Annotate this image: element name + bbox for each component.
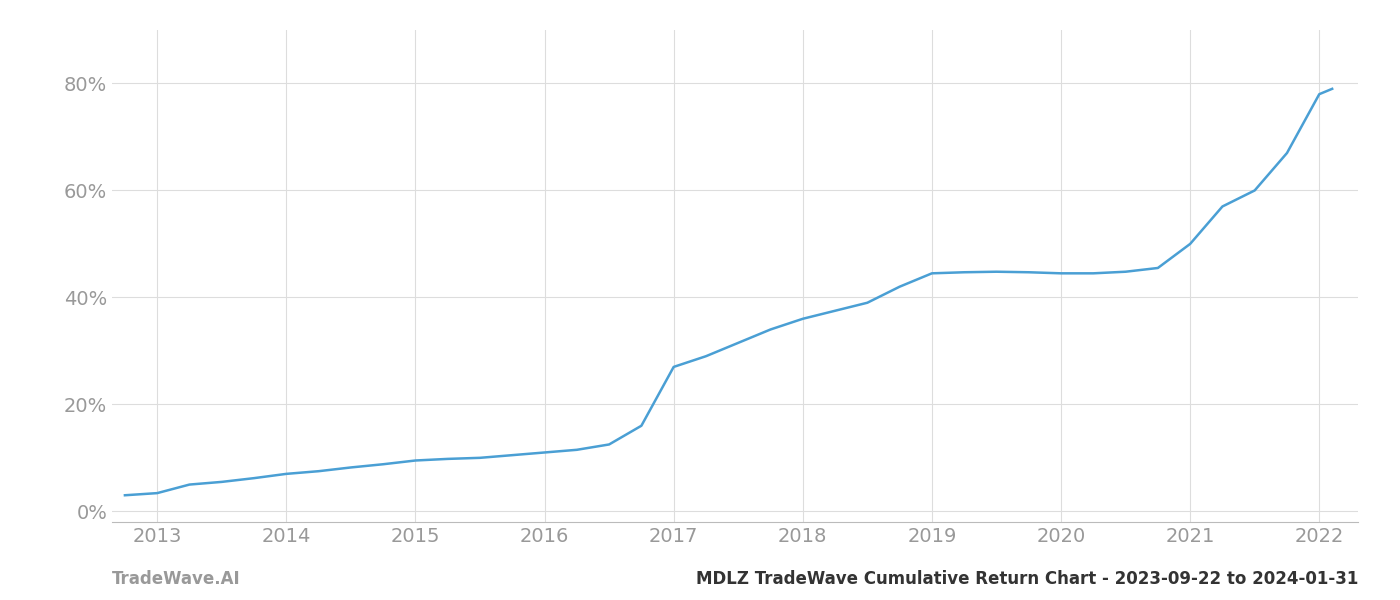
Text: MDLZ TradeWave Cumulative Return Chart - 2023-09-22 to 2024-01-31: MDLZ TradeWave Cumulative Return Chart -…	[696, 570, 1358, 588]
Text: TradeWave.AI: TradeWave.AI	[112, 570, 241, 588]
